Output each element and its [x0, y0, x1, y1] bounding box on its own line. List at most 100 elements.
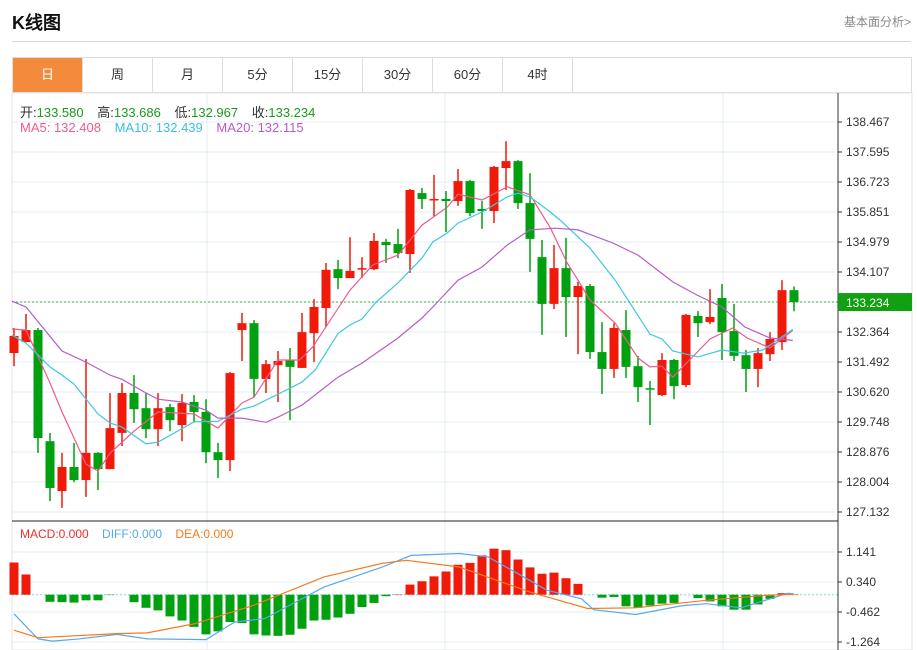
candle-up [501, 161, 511, 169]
last-price-label: 133.234 [846, 296, 890, 310]
macd-bar [381, 594, 391, 597]
macd-bar [129, 594, 139, 603]
candle-up [609, 327, 619, 369]
y-tick-label: 138.467 [846, 115, 890, 129]
macd-bar [453, 564, 463, 595]
macd-bar [297, 594, 307, 629]
macd-bar [57, 594, 67, 603]
candle-up [429, 198, 439, 201]
tab-week[interactable]: 周 [83, 58, 153, 92]
macd-bar [81, 594, 91, 601]
macd-bar [501, 550, 511, 595]
candle-up [261, 364, 271, 379]
macd-bar [729, 594, 739, 610]
candle-up [453, 181, 463, 202]
candle-up [705, 316, 715, 323]
tab-day[interactable]: 日 [13, 58, 83, 92]
candle-up [105, 428, 115, 470]
high-value: 133.686 [113, 105, 161, 120]
axes: 138.467 137.595 136.723 135.851 134.979 134.1… [12, 93, 912, 650]
candle-up [573, 286, 583, 298]
macd-bar [177, 594, 187, 621]
macd-bar [201, 594, 211, 635]
macd-bar [165, 594, 175, 617]
y-tick-label: 128.876 [846, 445, 890, 459]
macd-bar [273, 594, 283, 636]
low-label: 低: [174, 105, 192, 120]
candle-down [93, 452, 103, 470]
macd-bar [645, 594, 655, 606]
candles [9, 141, 799, 508]
fundamental-analysis-link[interactable]: 基本面分析> [843, 15, 911, 29]
ma5-value: MA5: 132.408 [20, 120, 101, 135]
candle-up [177, 402, 187, 426]
candle-down [285, 359, 295, 367]
y-tick-label: 132.364 [846, 325, 890, 339]
macd-bar [669, 594, 679, 603]
low-value: 132.967 [191, 105, 239, 120]
candle-down [669, 359, 679, 387]
macd-bar [465, 562, 475, 595]
diff-line [13, 552, 795, 642]
tab-month[interactable]: 月 [153, 58, 223, 92]
tab-30min[interactable]: 30分 [363, 58, 433, 92]
tab-5min[interactable]: 5分 [223, 58, 293, 92]
candle-up [369, 240, 379, 270]
macd-bar [705, 594, 715, 602]
macd-bar [93, 594, 103, 601]
candle-down [129, 393, 139, 410]
candle-up [297, 332, 307, 368]
candle-down [729, 331, 739, 356]
macd-bar [573, 583, 583, 595]
macd-bar [621, 594, 631, 607]
candle-down [645, 388, 655, 390]
candle-down [621, 330, 631, 367]
macd-bar [657, 594, 667, 604]
chart-frame [11, 92, 913, 650]
ma20-value: MA20: 132.115 [216, 120, 304, 135]
candle-down [165, 407, 175, 421]
grid [11, 92, 913, 650]
candle-down [441, 198, 451, 202]
candle-down [249, 323, 259, 379]
macd-bar [777, 593, 787, 595]
candle-up [9, 335, 19, 354]
candle-up [21, 330, 31, 343]
candle-down [513, 161, 523, 204]
candle-up [81, 452, 91, 481]
candle-down [585, 286, 595, 353]
header-divider [12, 41, 911, 42]
y-tick-label: 129.748 [846, 415, 890, 429]
close-label: 收: [251, 105, 269, 120]
candle-down [333, 269, 343, 279]
tab-15min[interactable]: 15分 [293, 58, 363, 92]
tab-60min[interactable]: 60分 [433, 58, 503, 92]
ma20-line [11, 227, 793, 423]
last-price-badge [838, 293, 912, 312]
macd-y-tick-label: 0.340 [846, 575, 876, 589]
candle-up [273, 361, 283, 366]
candle-down [141, 408, 151, 430]
macd-bar [549, 572, 559, 595]
ma5-line [11, 186, 794, 472]
macd-bar [285, 594, 295, 635]
open-label: 开: [20, 105, 37, 120]
macd-bar [345, 594, 355, 614]
macd-y-tick-label: -1.264 [846, 635, 880, 649]
tab-4hour[interactable]: 4时 [503, 58, 573, 92]
macd-bar [609, 594, 619, 597]
y-tick-label: 135.851 [846, 205, 890, 219]
candle-down [477, 208, 487, 212]
macd-bar [753, 594, 763, 605]
macd-bar [21, 574, 31, 595]
candle-up [753, 353, 763, 369]
candle-up [777, 290, 787, 343]
candle-up [489, 166, 499, 212]
high-label: 高: [97, 105, 114, 120]
macd-bar [537, 573, 547, 595]
candle-up [657, 359, 667, 396]
candle-down [381, 241, 391, 246]
macd-y-tick-label: 1.141 [846, 545, 876, 559]
macd-bar [213, 594, 223, 632]
